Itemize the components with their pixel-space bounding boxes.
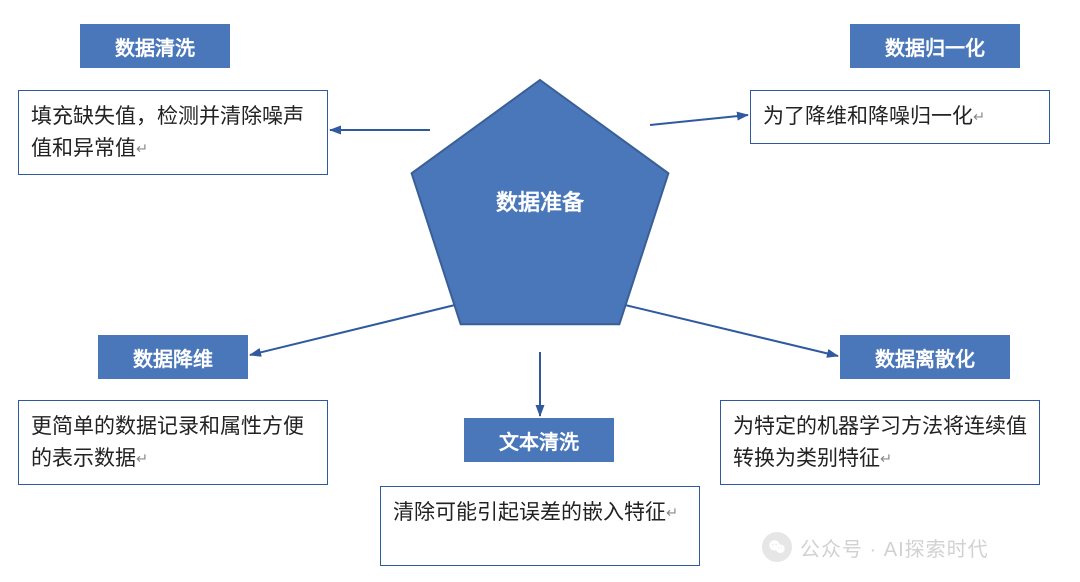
node-tag-discretize: 数据离散化 bbox=[840, 335, 1010, 379]
arrows-group bbox=[250, 115, 838, 416]
node-tag-textclean: 文本清洗 bbox=[464, 418, 614, 462]
return-glyph: ↵ bbox=[136, 141, 148, 157]
watermark-text: 公众号 · AI探索时代 bbox=[800, 533, 989, 562]
return-glyph: ↵ bbox=[666, 505, 678, 521]
node-desc-text: 清除可能引起误差的嵌入特征 bbox=[393, 501, 666, 524]
node-tag-label: 数据清洗 bbox=[115, 32, 195, 61]
node-tag-reduce: 数据降维 bbox=[98, 335, 248, 379]
node-desc-text: 为了降维和降噪归一化 bbox=[763, 105, 973, 128]
node-desc-text: 更简单的数据记录和属性方便的表示数据 bbox=[31, 415, 304, 470]
wechat-icon bbox=[762, 532, 792, 562]
node-tag-normalize: 数据归一化 bbox=[850, 24, 1020, 68]
center-label: 数据准备 bbox=[480, 185, 600, 217]
return-glyph: ↵ bbox=[880, 451, 892, 467]
watermark: 公众号 · AI探索时代 bbox=[762, 532, 989, 562]
node-tag-label: 数据归一化 bbox=[885, 32, 985, 61]
return-glyph: ↵ bbox=[136, 451, 148, 467]
node-tag-label: 文本清洗 bbox=[499, 426, 579, 455]
node-desc-textclean: 清除可能引起误差的嵌入特征↵ bbox=[380, 486, 700, 566]
node-tag-label: 数据降维 bbox=[133, 343, 213, 372]
node-desc-clean: 填充缺失值，检测并清除噪声值和异常值↵ bbox=[18, 90, 328, 175]
node-desc-reduce: 更简单的数据记录和属性方便的表示数据↵ bbox=[18, 400, 328, 485]
node-tag-clean: 数据清洗 bbox=[80, 24, 230, 68]
node-desc-text: 填充缺失值，检测并清除噪声值和异常值 bbox=[31, 105, 304, 160]
return-glyph: ↵ bbox=[973, 109, 985, 125]
node-tag-label: 数据离散化 bbox=[875, 343, 975, 372]
node-desc-discretize: 为特定的机器学习方法将连续值转换为类别特征↵ bbox=[720, 400, 1040, 485]
node-desc-normalize: 为了降维和降噪归一化↵ bbox=[750, 90, 1050, 144]
